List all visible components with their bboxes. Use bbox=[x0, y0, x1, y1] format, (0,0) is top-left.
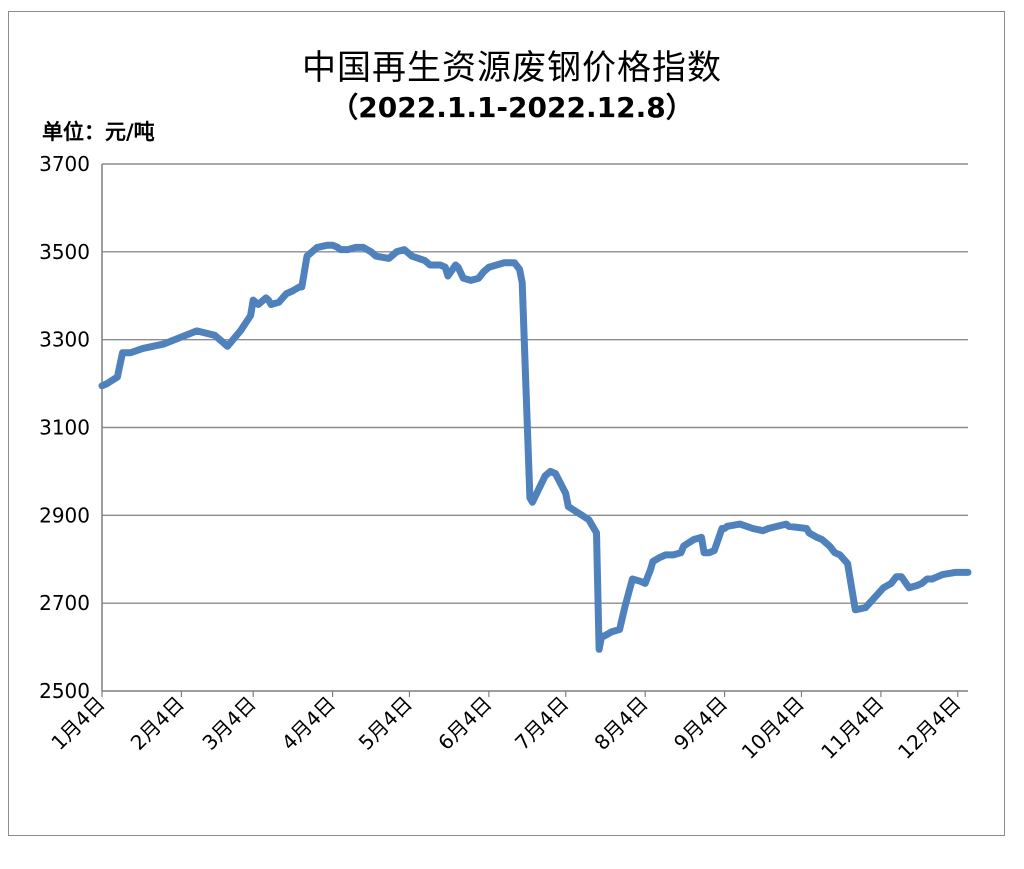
y-tick-label: 3700 bbox=[39, 152, 90, 176]
x-tick-label: 12月4日 bbox=[893, 692, 965, 764]
y-tick-label: 2500 bbox=[39, 679, 90, 703]
x-tick-label: 2月4日 bbox=[126, 692, 189, 755]
x-tick-label: 4月4日 bbox=[277, 692, 340, 755]
series-layer bbox=[98, 241, 972, 653]
y-tick-label: 3500 bbox=[39, 240, 90, 264]
x-tick-labels: 1月4日 2月4日 3月4日 4月4日 5月4日 6月4日 7月4日 8月4日 9月4日 10月4… bbox=[46, 691, 965, 764]
y-tick-label: 3300 bbox=[39, 328, 90, 352]
axes bbox=[101, 164, 968, 692]
x-tick-label: 9月4日 bbox=[669, 692, 732, 755]
gridlines bbox=[102, 163, 968, 604]
y-tick-label: 2900 bbox=[39, 503, 90, 527]
x-tick-label: 6月4日 bbox=[433, 692, 496, 755]
chart-frame bbox=[8, 11, 1005, 836]
unit-label: 单位：元/吨 bbox=[42, 120, 155, 144]
y-tick-label: 3100 bbox=[39, 416, 90, 440]
x-tick-label: 3月4日 bbox=[197, 692, 260, 755]
x-tick-label: 8月4日 bbox=[589, 692, 652, 755]
y-tick-labels: 2500 2700 2900 3100 3300 3500 3700 bbox=[39, 152, 90, 703]
chart-title: 中国再生资源废钢价格指数 bbox=[302, 48, 722, 88]
x-tick-label: 11月4日 bbox=[816, 692, 888, 764]
series-line-0 bbox=[98, 241, 972, 653]
x-tick-label: 5月4日 bbox=[354, 692, 417, 755]
chart-subtitle: （2022.1.1-2022.12.8） bbox=[330, 91, 694, 124]
y-tick-label: 2700 bbox=[39, 591, 90, 615]
x-tick-label: 7月4日 bbox=[510, 692, 573, 755]
x-tick-label: 10月4日 bbox=[737, 692, 809, 764]
